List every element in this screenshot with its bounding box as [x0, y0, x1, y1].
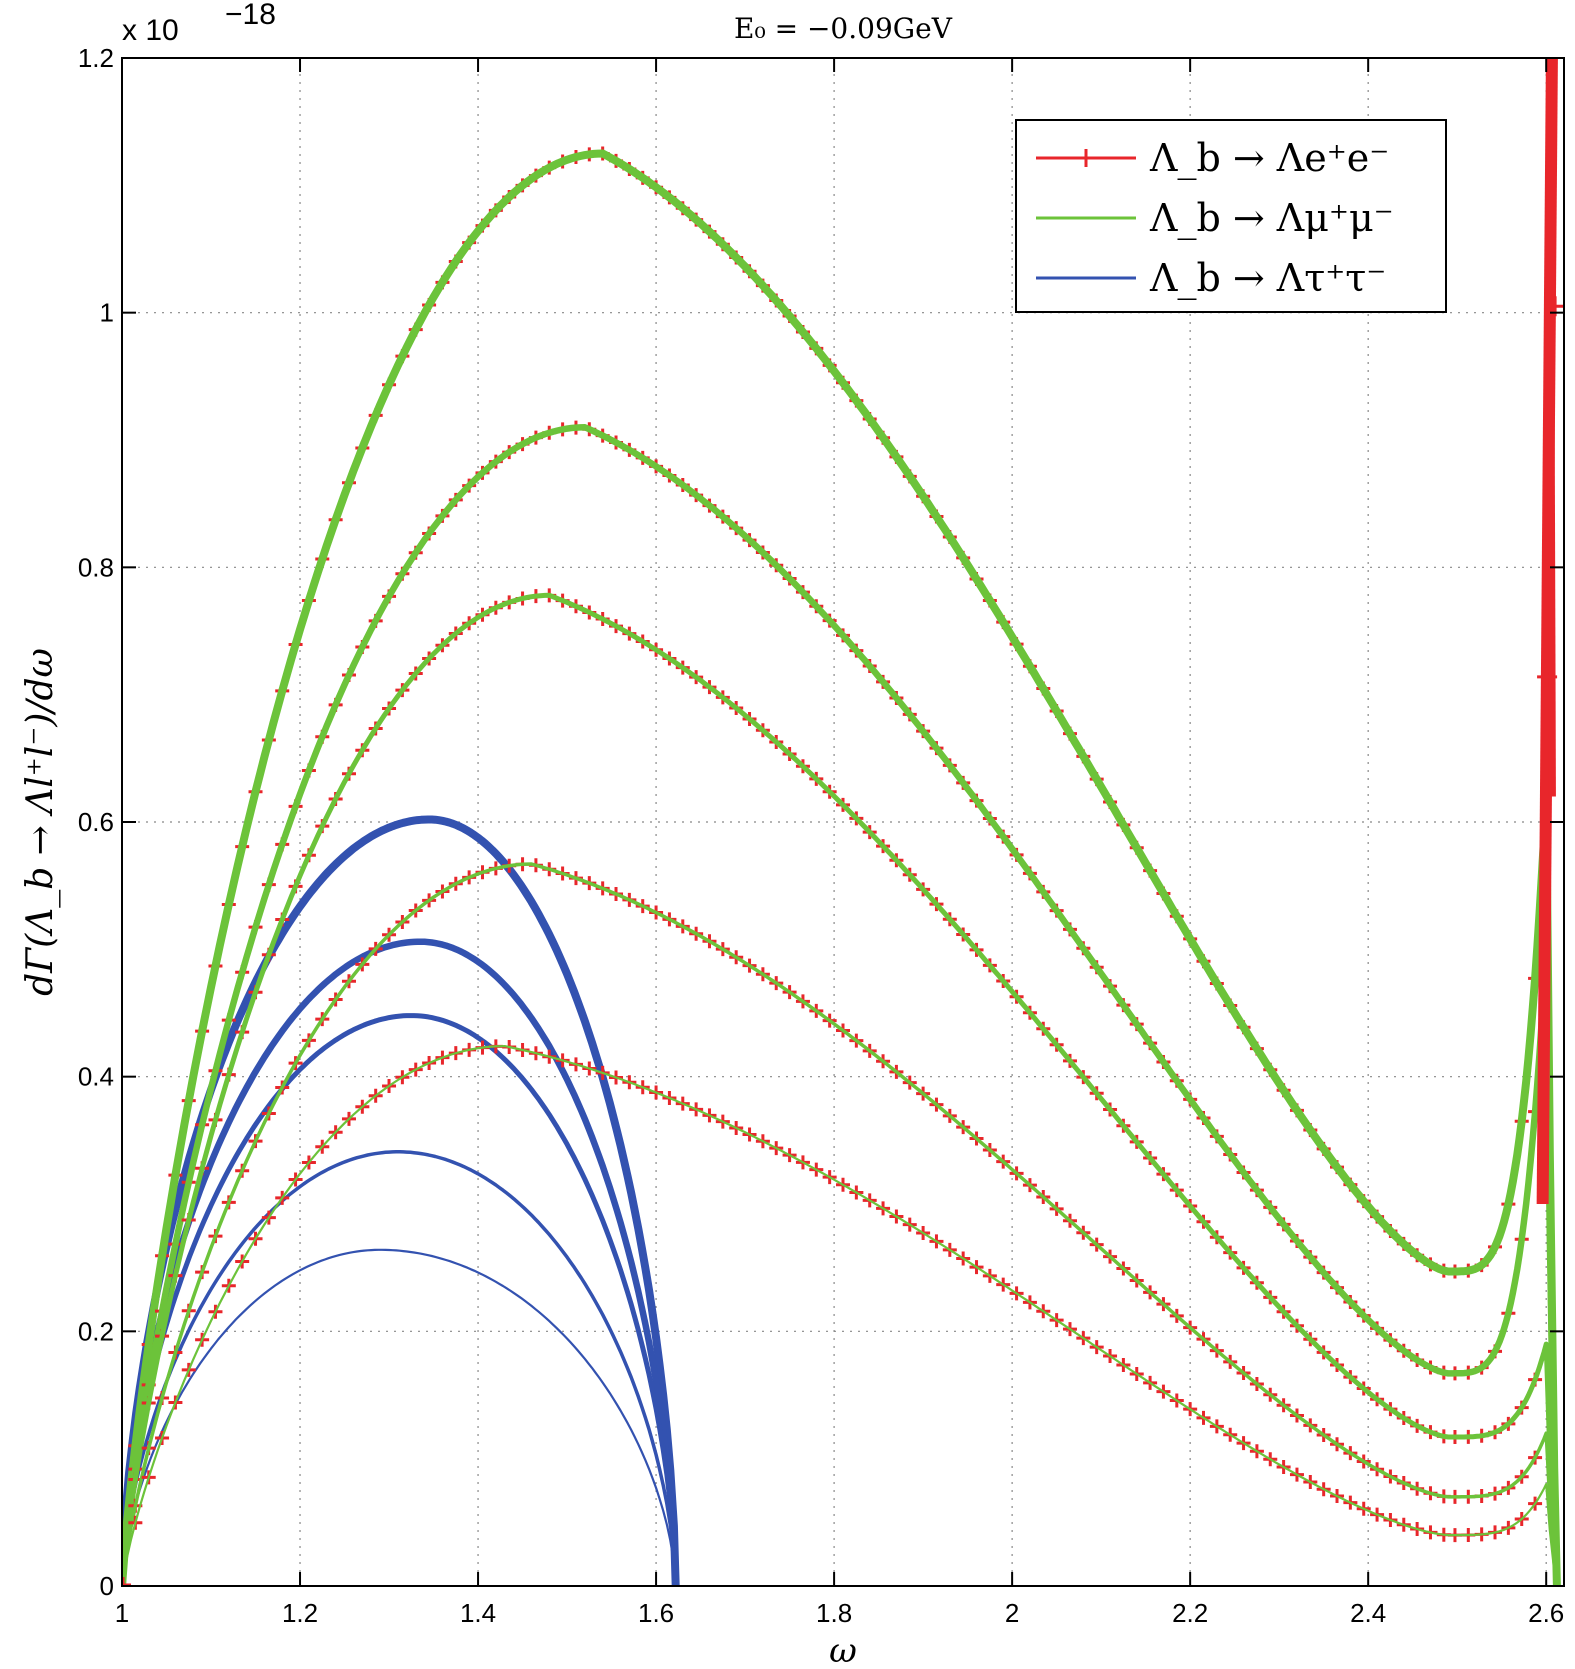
y-tick-label: 0.4 — [78, 1062, 114, 1092]
x-tick-label: 1.4 — [460, 1598, 496, 1628]
tau-series-line — [122, 1013, 679, 1586]
muon-series-line — [122, 424, 1561, 1586]
y-multiplier: x 10 — [122, 14, 179, 47]
legend: Λ_b → Λe⁺e⁻ Λ_b → Λμ⁺μ⁻ Λ_b → Λτ⁺τ⁻ — [1015, 119, 1447, 313]
x-tick-label: 1.2 — [282, 1598, 318, 1628]
tau-series-line — [122, 938, 679, 1586]
legend-item: Λ_b → Λe⁺e⁻ — [1036, 136, 1389, 181]
ticks: 1 1.2 1.4 1.6 1.8 2 2.2 2.4 2.6 0 0.2 0.4 0.6 0.8 1 1.2 — [78, 43, 1564, 1628]
y-tick-label: 0.6 — [78, 807, 114, 837]
x-tick-label: 2.4 — [1350, 1598, 1386, 1628]
x-tick-label: 1.8 — [816, 1598, 852, 1628]
x-tick-label: 2.2 — [1172, 1598, 1208, 1628]
curves — [122, 58, 1564, 1586]
electron-edge-spike — [1536, 58, 1564, 1205]
legend-item: Λ_b → Λτ⁺τ⁻ — [1036, 256, 1386, 301]
x-tick-label: 1 — [115, 1598, 129, 1628]
electron-marker — [1537, 666, 1558, 687]
legend-label: Λ_b → Λμ⁺μ⁻ — [1149, 196, 1394, 241]
y-axis-label: dΓ(Λ_b → Λl⁺l⁻)/dω — [20, 648, 61, 996]
tau-series-line — [122, 1248, 677, 1586]
y-tick-label: 1 — [100, 298, 114, 328]
electron-spike-line — [1546, 58, 1556, 797]
x-tick-label: 1.6 — [638, 1598, 674, 1628]
x-axis-label: ω — [829, 1631, 857, 1669]
y-multiplier-exponent: −18 — [225, 0, 276, 31]
x-tick-label: 2 — [1005, 1598, 1019, 1628]
muon-series-line — [122, 1045, 1558, 1586]
y-tick-label: 0.8 — [78, 552, 114, 582]
x-tick-label: 2.6 — [1528, 1598, 1564, 1628]
y-tick-label: 1.2 — [78, 43, 114, 73]
chart-title: E₀ = −0.09GeV — [734, 12, 953, 45]
legend-box — [1015, 119, 1447, 313]
legend-item: Λ_b → Λμ⁺μ⁻ — [1036, 196, 1394, 241]
muon-series-line — [122, 592, 1560, 1586]
muon-series-line — [122, 862, 1559, 1586]
legend-marker — [1078, 149, 1094, 167]
tau-series-line — [122, 1150, 678, 1586]
y-tick-label: 0.2 — [78, 1316, 114, 1346]
legend-label: Λ_b → Λe⁺e⁻ — [1149, 136, 1389, 181]
legend-label: Λ_b → Λτ⁺τ⁻ — [1149, 256, 1386, 301]
muon-series-line — [122, 149, 1561, 1586]
y-tick-label: 0 — [100, 1571, 114, 1601]
